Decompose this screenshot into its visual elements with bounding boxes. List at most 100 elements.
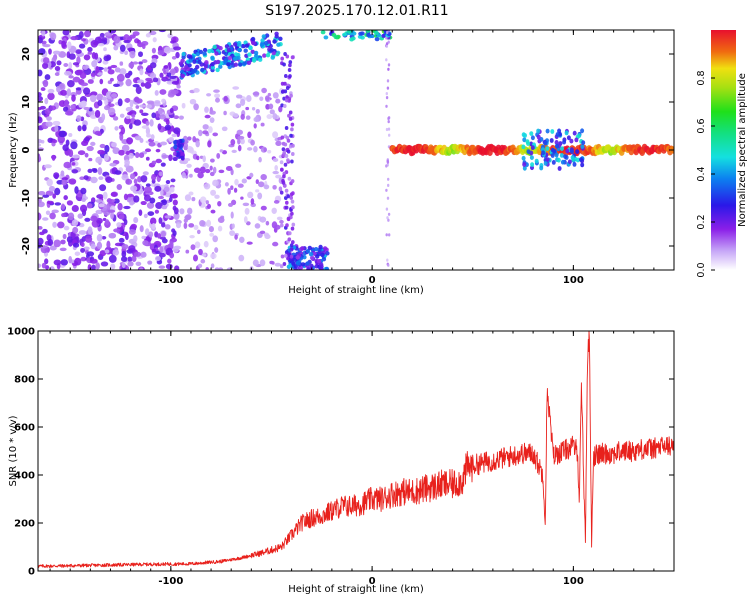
spectro-noise-cell	[110, 93, 118, 99]
spectro-noise-cell	[83, 246, 90, 251]
spectro-noise-cell	[47, 88, 55, 94]
spectro-noise-cell	[43, 164, 52, 169]
spectro-trace-halo-cell	[555, 132, 560, 137]
spectro-noise-cell	[125, 115, 131, 120]
spectro-noise-cell	[105, 176, 113, 183]
spectro-noise-cell	[278, 105, 283, 113]
spectro-noise-cell	[38, 106, 43, 111]
spectro-noise-cell	[78, 43, 86, 49]
spectro-edge-cell	[385, 36, 388, 40]
spectro-noise-cell	[90, 91, 98, 96]
spectro-noise-cell	[231, 149, 237, 154]
spectro-noise-cell	[57, 221, 65, 229]
spectro-noise-cell	[121, 262, 126, 269]
spectro-noise-cell	[101, 113, 106, 121]
spectrogram-heatmap	[38, 30, 674, 270]
spectro-noise-cell	[137, 175, 142, 183]
spectro-noise-cell	[38, 116, 43, 124]
spectro-noise-cell	[267, 92, 271, 97]
spectro-upper-band-cell	[226, 47, 231, 53]
spectro-noise-cell	[48, 48, 52, 55]
spectro-noise-cell	[230, 139, 236, 146]
spectro-edge-cell	[385, 207, 389, 211]
spectro-noise-cell	[113, 35, 121, 44]
spectro-upper-band-cell	[236, 55, 241, 60]
spectro-noise-cell	[121, 144, 130, 153]
spectro-noise-cell	[108, 30, 117, 34]
spectro-noise-cell	[161, 76, 168, 82]
spectro-noise-cell	[61, 213, 67, 218]
spectro-noise-cell	[146, 100, 155, 105]
spectro-upper-band-cell	[270, 55, 275, 60]
spectro-noise-cell	[193, 103, 199, 111]
spectro-noise-cell	[87, 79, 94, 84]
spectro-noise-cell	[172, 205, 177, 211]
spectro-noise-cell	[123, 218, 128, 226]
spectro-noise-cell	[79, 176, 85, 180]
spectro-noise-cell	[87, 168, 93, 174]
spectro-noise-cell	[200, 259, 206, 264]
snr-y-ticks: 0 200 400 600 800 1000	[7, 327, 674, 578]
spectro-upper-band-cell	[226, 62, 231, 67]
spectro-noise-cell	[159, 89, 167, 95]
spectro-noise-cell	[160, 230, 166, 238]
spectro-noise-cell	[135, 105, 140, 109]
spectro-upper-band-cell	[188, 58, 193, 63]
spectro-cluster-cell	[177, 143, 182, 148]
spectro-noise-cell	[104, 219, 110, 226]
spectro-noise-cell	[192, 254, 199, 262]
spectro-noise-cell	[159, 114, 166, 120]
spectro-noise-cell	[51, 209, 59, 214]
spectro-noise-cell	[126, 137, 134, 145]
spectro-noise-cell	[66, 88, 72, 97]
spectro-noise-cell	[205, 267, 209, 270]
spectro-trace-halo-cell	[554, 140, 559, 145]
spectro-noise-cell	[171, 80, 180, 85]
spectro-noise-cell	[67, 80, 75, 88]
spectro-noise-cell	[46, 116, 53, 121]
spectro-noise-cell	[68, 133, 73, 137]
spectro-trace-halo-cell	[560, 159, 565, 165]
spectro-noise-cell	[80, 242, 85, 248]
spectro-upper-band-cell	[224, 51, 229, 57]
spectro-upper-band-cell	[192, 59, 197, 64]
spectro-trace-halo-cell	[530, 135, 535, 141]
spectro-upper-band-cell	[263, 40, 269, 46]
spectro-noise-cell	[214, 93, 221, 98]
spectro-upper-band-cell	[250, 36, 256, 42]
spectro-upper-band-cell	[191, 69, 196, 75]
spectro-noise-cell	[272, 170, 279, 175]
spectro-noise-cell	[144, 81, 152, 89]
spectro-noise-cell	[257, 192, 263, 200]
spectro-noise-cell	[81, 100, 87, 107]
spectro-noise-cell	[117, 98, 123, 107]
spectro-noise-cell	[155, 256, 161, 262]
snr-panel: -100 0 100 0 200 400 600 800 1000 Height of str…	[7, 327, 675, 595]
spectro-lower-band-cell	[315, 254, 320, 259]
spectro-edge-cell	[291, 143, 295, 148]
spectro-noise-cell	[104, 98, 109, 106]
spectro-noise-cell	[51, 154, 56, 161]
spectro-noise-cell	[257, 181, 265, 188]
spectro-noise-cell	[99, 184, 107, 192]
spectro-noise-cell	[128, 123, 133, 130]
spectro-noise-cell	[38, 92, 42, 97]
spectro-noise-cell	[271, 261, 275, 265]
spectro-edge-cell	[283, 162, 288, 167]
spectro-noise-cell	[205, 168, 211, 174]
spectro-noise-cell	[219, 149, 224, 153]
spectro-noise-cell	[227, 187, 231, 195]
spectro-edge-cell	[291, 205, 295, 210]
spectro-upper-band-cell	[274, 34, 279, 39]
spectro-noise-cell	[87, 51, 93, 55]
spectro-noise-cell	[276, 216, 283, 221]
spectro-noise-cell	[41, 30, 46, 37]
spectro-edge-cell	[289, 243, 294, 248]
spectro-edge-cell	[288, 60, 293, 65]
spectro-upper-band-cell	[181, 51, 186, 57]
spectro-noise-cell	[253, 146, 258, 153]
spectro-upper-band-cell	[178, 61, 184, 66]
spectro-edge-cell	[286, 216, 291, 221]
spectro-noise-cell	[161, 199, 168, 206]
spectro-noise-cell	[238, 254, 245, 262]
